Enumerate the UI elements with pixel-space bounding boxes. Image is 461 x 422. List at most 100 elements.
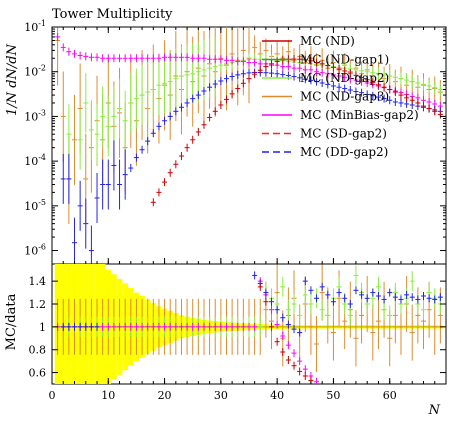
blue-ratio-point xyxy=(420,292,426,300)
red-point xyxy=(409,96,415,105)
red-point xyxy=(263,62,269,71)
blue-ratio-point xyxy=(381,295,387,304)
red-point xyxy=(437,110,443,119)
magenta-point xyxy=(133,54,139,63)
green-point xyxy=(133,68,139,129)
magenta-point xyxy=(252,58,258,67)
blue-ratio-point xyxy=(398,295,404,304)
blue-point xyxy=(111,140,117,191)
blue-ratio-point xyxy=(72,322,78,331)
blue-ratio-point xyxy=(314,294,320,303)
orange-ratio-point xyxy=(330,304,336,361)
red-point xyxy=(269,59,275,68)
red-point xyxy=(212,107,218,116)
magenta-ratio-point xyxy=(128,322,134,331)
x-ticks: 0 10 20 30 40 50 60 xyxy=(49,27,447,402)
blue-ratio-point xyxy=(297,328,303,337)
red-point xyxy=(156,188,162,197)
red-point xyxy=(319,59,325,68)
green-point xyxy=(432,81,438,94)
red-point xyxy=(398,91,404,100)
green-point xyxy=(420,78,426,91)
magenta-point xyxy=(218,55,224,64)
y-tick-label: 10-6 xyxy=(24,243,46,258)
magenta-point xyxy=(66,47,72,56)
magenta-ratio-point xyxy=(190,322,196,331)
magenta-ratio-point xyxy=(302,365,308,374)
ratio-plot-frame xyxy=(51,263,447,385)
magenta-ratio-point xyxy=(100,322,106,331)
blue-point xyxy=(184,98,190,107)
green-point xyxy=(409,75,415,88)
blue-point xyxy=(156,122,162,131)
green-point xyxy=(387,70,393,83)
ratio-tick-label: 1 xyxy=(39,321,46,334)
chart-legend: MC (ND) MC (ND-gap1) MC (ND-gap2) MC (ND-ga… xyxy=(262,34,419,159)
green-point xyxy=(122,90,128,151)
blue-point xyxy=(291,72,297,81)
red-point xyxy=(426,104,432,113)
y-tick-label: 10-2 xyxy=(24,64,46,79)
blue-point xyxy=(223,74,229,83)
magenta-ratio-point xyxy=(184,322,190,331)
green-point xyxy=(105,96,111,157)
red-point xyxy=(252,70,258,79)
blue-point xyxy=(133,153,139,162)
magenta-ratio-point xyxy=(195,322,201,331)
blue-ratio-point xyxy=(60,322,66,331)
magenta-ratio-point xyxy=(145,322,151,331)
magenta-ratio-point xyxy=(201,322,207,331)
green-point xyxy=(100,86,106,147)
red-ratio-point xyxy=(285,356,291,364)
magenta-point xyxy=(240,57,246,66)
magenta-point xyxy=(229,56,235,65)
blue-ratio-point xyxy=(88,322,94,331)
red-point xyxy=(347,69,353,78)
legend-label: MC (DD-gap2) xyxy=(300,145,388,159)
green-ratio-point xyxy=(280,276,286,297)
red-point xyxy=(223,95,229,104)
orange-ratio-point xyxy=(370,304,376,361)
green-ratio-point xyxy=(297,305,303,326)
red-point xyxy=(274,57,280,66)
x-tick-label: 20 xyxy=(158,389,172,402)
blue-point xyxy=(201,87,207,96)
blue-point xyxy=(105,159,111,210)
blue-ratio-point xyxy=(325,290,331,299)
green-point xyxy=(426,79,432,92)
blue-ratio-point xyxy=(77,322,83,331)
red-point xyxy=(184,143,190,152)
red-point xyxy=(167,168,173,177)
blue-point xyxy=(381,94,387,103)
magenta-point xyxy=(314,67,320,76)
red-ratio-point xyxy=(269,322,275,331)
green-ratio-point xyxy=(302,284,308,305)
magenta-point xyxy=(145,54,151,63)
magenta-ratio-point xyxy=(162,322,168,331)
green-point xyxy=(375,67,381,80)
red-ratio-point xyxy=(280,348,286,356)
green-point xyxy=(398,72,404,85)
blue-ratio-point xyxy=(252,271,258,280)
legend-item: MC (ND-gap3) xyxy=(262,90,389,104)
red-point xyxy=(150,198,156,207)
blue-point xyxy=(60,153,66,204)
green-point xyxy=(117,78,123,139)
green-point xyxy=(370,66,376,79)
magenta-point xyxy=(77,51,83,60)
red-point xyxy=(359,73,365,82)
green-ratio-point xyxy=(319,299,325,320)
magenta-ratio-point xyxy=(156,322,162,331)
magenta-point xyxy=(167,53,173,62)
legend-label: MC (ND-gap1) xyxy=(300,53,389,67)
y-axis-label: 1/N dN/dN xyxy=(5,43,20,116)
magenta-point xyxy=(150,54,156,63)
blue-point xyxy=(398,98,404,107)
blue-point xyxy=(308,76,314,85)
blue-point xyxy=(314,77,320,86)
magenta-ratio-point xyxy=(285,341,291,350)
blue-ratio-point xyxy=(347,300,353,308)
magenta-point xyxy=(235,57,241,66)
blue-ratio-point xyxy=(285,320,291,329)
blue-ratio-point xyxy=(291,325,297,334)
